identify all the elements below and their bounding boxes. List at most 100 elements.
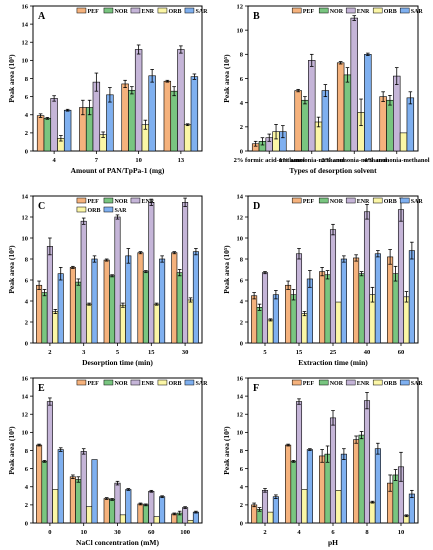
bar-pef [251,295,258,344]
bar-enr [261,272,269,344]
bar-sar [91,459,98,524]
bar-nor [358,434,365,524]
y-tick-label: 4 [240,484,244,491]
legend-label-sar: SAR [114,208,127,214]
y-tick-label: 2 [25,130,28,137]
legend-label-pef: PEF [303,9,315,15]
bar-pef [103,259,110,344]
x-tick-label: 60 [398,349,405,356]
bar-nor [41,461,48,524]
y-tick-label: 8 [25,76,29,83]
bar-orb [335,301,342,344]
bar-sar [192,251,199,344]
legend-label-pef: PEF [87,9,99,15]
bar-sar [272,496,279,524]
legend-swatch-nor [103,379,114,386]
x-tick-label: 100 [180,529,190,536]
legend-swatch-nor [318,379,329,386]
y-tick-label: 10 [237,430,244,437]
bar-orb [86,303,93,344]
bar-sar [125,255,132,344]
x-tick-label: 60 [148,529,155,536]
legend-swatch-pef [291,379,302,386]
legend-swatch-nor [318,197,329,204]
bar-pef [171,252,178,344]
x-tick-label: 3 [82,349,86,356]
chart-panel-a [30,5,203,154]
bar-nor [109,499,116,524]
y-tick-label: 14 [22,193,29,200]
bar-nor [128,89,136,152]
y-tick-label: 6 [25,277,29,284]
x-tick-label: 30 [114,529,121,536]
panel-label: C [38,201,45,212]
legend-swatch-orb [157,379,168,386]
bar-enr [134,49,143,152]
bar-sar [159,496,166,524]
bar-enr [295,401,303,524]
bar-enr [177,49,185,152]
x-tick-label: 4% ammonia-methanol [364,157,430,164]
y-tick-label: 14 [22,393,29,400]
bar-sar [406,97,415,152]
legend-swatch-orb [372,379,383,386]
x-tick-label: 15 [296,349,303,356]
legend-swatch-enr [345,379,356,386]
legend-swatch-orb [157,7,168,14]
bar-nor [41,292,48,344]
y-tick-label: 2 [240,502,243,509]
y-tick-label: 10 [22,58,29,65]
y-tick-label: 2 [240,319,243,326]
y-tick-label: 8 [25,448,29,455]
bar-enr [329,417,337,524]
bar-pef [171,513,178,524]
legend-label-enr: ENR [357,381,370,387]
y-axis-label: Peak area (10⁵) [7,426,16,475]
y-tick-label: 8 [25,256,29,263]
bar-enr [148,490,155,524]
y-tick-label: 6 [240,76,244,83]
bar-enr [363,400,371,524]
bar-orb [267,511,274,524]
x-tick-label: 5 [263,349,267,356]
y-tick-label: 4 [25,112,29,119]
y-tick-label: 14 [237,393,244,400]
bar-orb [187,519,194,524]
chart-panel-d [245,195,419,346]
bar-sar [408,250,415,344]
bar-pef [103,498,110,524]
legend-label-sar: SAR [411,381,424,387]
legend-swatch-sar [399,197,410,204]
legend-label-orb: ORB [168,9,181,15]
bar-sar [192,511,199,524]
bar-orb [335,490,342,524]
legend-swatch-nor [318,7,329,14]
x-tick-label: 4 [53,157,57,164]
legend-swatch-enr [130,7,141,14]
y-tick-label: 4 [240,298,244,305]
y-axis-label: Peak area (10⁵) [222,54,231,103]
bar-orb [301,313,308,344]
bar-orb [153,516,160,524]
x-tick-label: 6 [331,529,335,536]
bar-orb [399,132,408,152]
legend-label-pef: PEF [87,381,99,387]
bar-pef [69,267,76,344]
bar-sar [106,94,114,152]
x-tick-label: 25 [330,349,337,356]
legend-swatch-pef [76,379,87,386]
y-tick-label: 4 [240,100,244,107]
bar-sar [91,258,98,344]
legend-label-sar: SAR [195,381,208,387]
y-tick-label: 0 [25,340,28,347]
legend-swatch-sar [184,7,195,14]
y-tick-label: 8 [240,448,244,455]
legend-label-nor: NOR [114,199,128,205]
x-tick-label: 13 [178,157,185,164]
bar-pef [319,455,326,524]
bar-nor [392,474,399,524]
legend-swatch-enr [345,7,356,14]
x-tick-label: 2 [263,529,266,536]
legend-swatch-pef [291,7,302,14]
bar-nor [43,118,52,152]
